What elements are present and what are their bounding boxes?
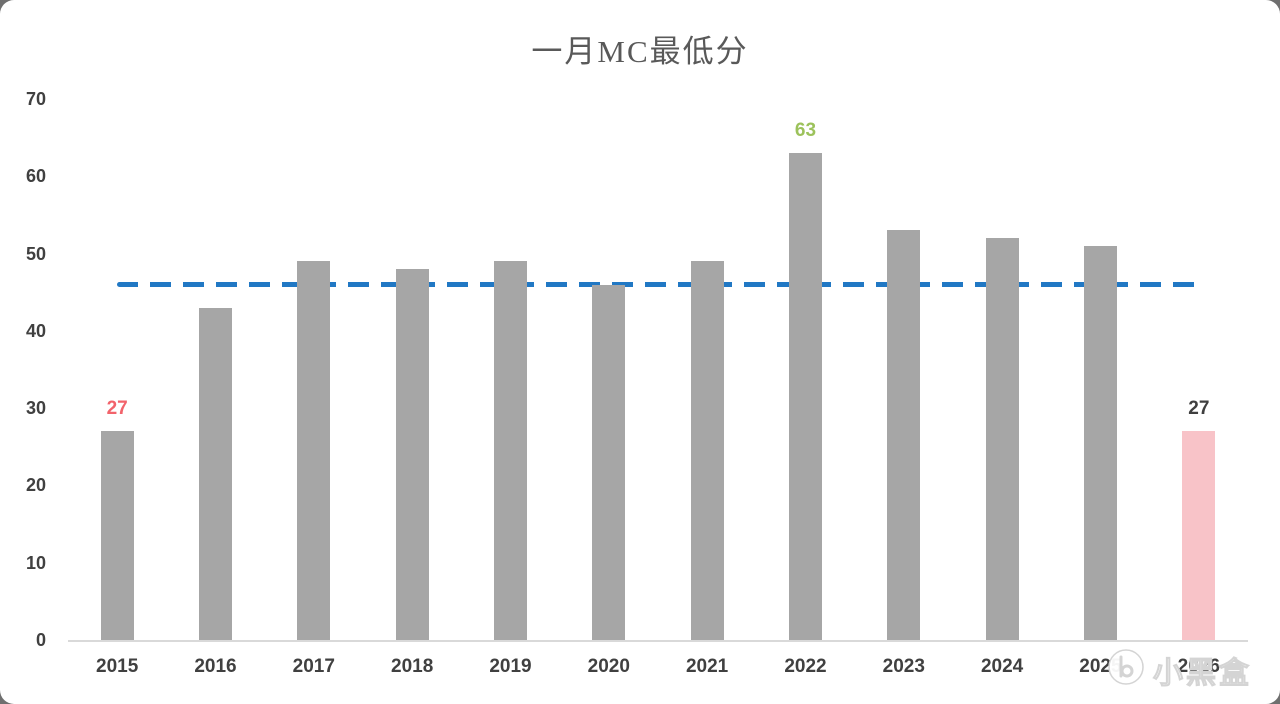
x-tick-label-2023: 2023 [882,656,925,677]
x-tick-label-2015: 2015 [96,656,139,677]
bar-2024 [985,238,1019,640]
watermark-text: 小黑盒 [1153,656,1252,690]
x-tick-label-2022: 2022 [784,656,827,677]
bar-2017 [297,261,331,640]
y-tick-label-30: 30 [25,398,46,419]
x-tick-label-2024: 2024 [980,656,1024,677]
data-label-2015: 27 [106,398,128,420]
bar-2025 [1084,245,1117,640]
data-label-2026: 27 [1188,398,1210,420]
y-tick-label-10: 10 [25,552,46,573]
bar-2018 [395,269,429,640]
bar-2023 [887,230,921,640]
x-tick-label-2020: 2020 [587,656,630,677]
x-axis: 2015 2016 2017 2018 2019 2020 2021 2022 2023 2024… [68,652,1248,682]
x-tick-label-2017: 2017 [292,656,335,677]
y-tick-label-50: 50 [25,243,46,264]
heybox-logo-icon [1106,647,1146,692]
y-tick-label-20: 20 [25,475,46,496]
bar-2015 [100,431,134,640]
y-tick-label-60: 60 [25,166,46,187]
chart-title: 一月MC最低分 [531,34,749,69]
watermark: 小黑盒 [1106,647,1252,692]
bar-2016 [199,307,232,640]
reference-line [117,281,1198,287]
y-axis: 0 10 20 30 40 50 60 70 [0,89,52,650]
x-tick-label-2021: 2021 [685,656,729,677]
bar-2021 [690,261,724,640]
x-tick-label-2026: 2026 [1177,656,1220,677]
y-tick-label-0: 0 [35,630,46,650]
y-tick-label-70: 70 [25,89,46,109]
bar-2020 [592,284,626,640]
y-tick-label-40: 40 [25,320,46,341]
bar-2026 [1182,431,1216,640]
data-label-2022: 63 [794,120,817,142]
bar-2019 [494,261,527,640]
x-tick-label-2019: 2019 [489,656,532,677]
plot-area: 27 63 27 [68,99,1248,642]
x-tick-label-2016: 2016 [194,656,237,677]
x-tick-label-2018: 2018 [391,656,434,677]
bar-2022 [789,153,822,640]
